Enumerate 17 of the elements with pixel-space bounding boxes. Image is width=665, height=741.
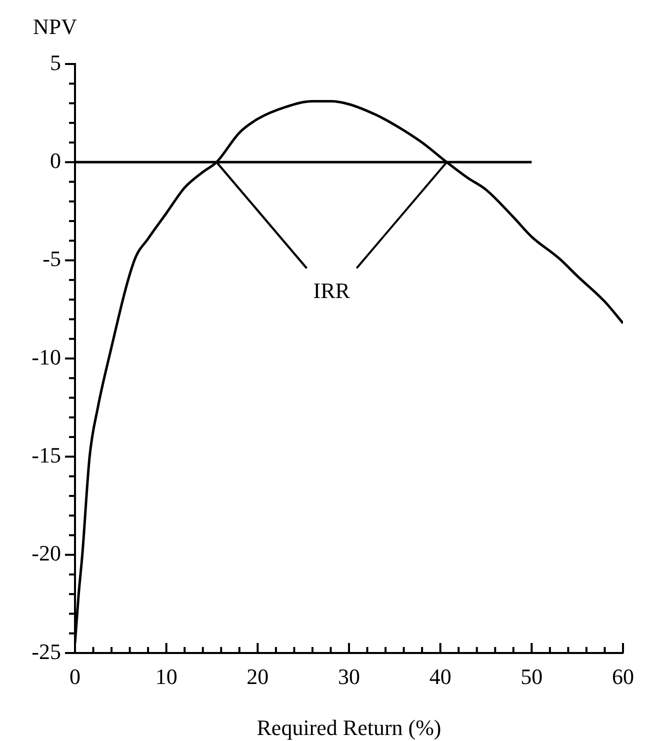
y-tick-label: -20 xyxy=(32,540,61,566)
y-tick-label: 5 xyxy=(50,50,61,75)
x-tick-label: 40 xyxy=(429,664,452,689)
x-tick-label: 60 xyxy=(612,664,634,689)
x-tick-label: 20 xyxy=(246,664,269,689)
x-axis-title: Required Return (%) xyxy=(256,715,442,740)
y-tick-label: -5 xyxy=(42,246,61,272)
y-tick-label: -25 xyxy=(32,638,61,664)
y-tick-label: 0 xyxy=(50,148,61,173)
y-axis-title: NPV xyxy=(32,14,78,39)
y-tick-label: -15 xyxy=(32,442,61,468)
x-tick-label: 50 xyxy=(520,664,543,689)
annotation: IRR xyxy=(313,278,350,303)
x-tick-label: 10 xyxy=(155,664,178,689)
x-tick-label: 30 xyxy=(338,664,360,689)
x-tick-label: 0 xyxy=(70,664,80,689)
y-tick-label: -10 xyxy=(32,344,61,370)
